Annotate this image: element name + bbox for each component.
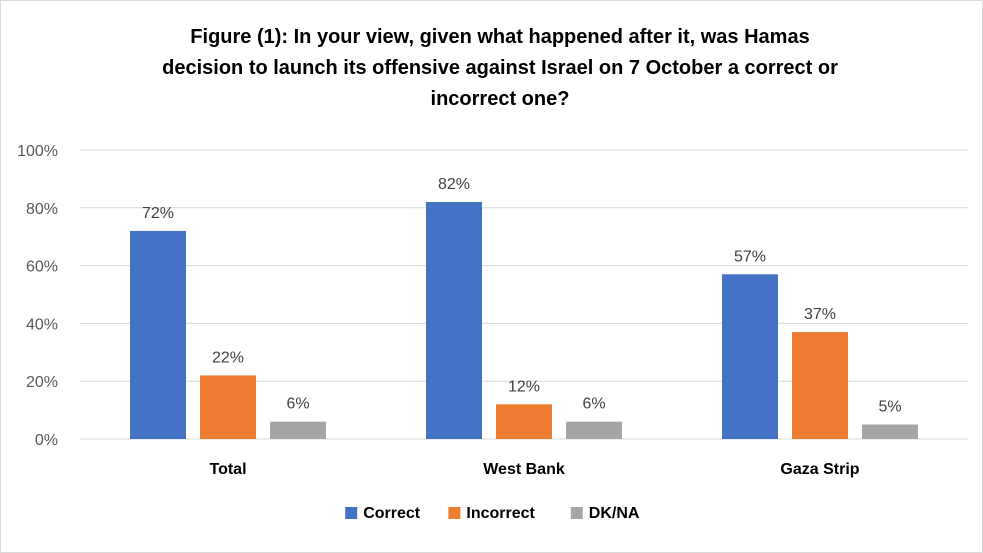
data-label: 82% bbox=[438, 176, 470, 193]
legend-label: Correct bbox=[363, 505, 421, 522]
chart-title-line-2: decision to launch its offensive against… bbox=[162, 57, 838, 79]
data-label: 57% bbox=[734, 248, 766, 265]
bar bbox=[200, 375, 256, 439]
chart-title: Figure (1): In your view, given what hap… bbox=[120, 22, 880, 115]
y-tick-label: 60% bbox=[26, 259, 58, 276]
y-tick-label: 0% bbox=[35, 432, 58, 449]
bar bbox=[130, 230, 186, 439]
y-tick-label: 40% bbox=[26, 316, 58, 333]
y-tick-label: 80% bbox=[26, 201, 58, 218]
bar bbox=[862, 424, 918, 439]
data-label: 22% bbox=[212, 349, 244, 366]
legend-swatch bbox=[570, 507, 583, 519]
chart-title-line-1: Figure (1): In your view, given what hap… bbox=[190, 26, 810, 48]
legend-label: Incorrect bbox=[466, 505, 535, 522]
legend-label: DK/NA bbox=[589, 505, 640, 522]
legend-swatch bbox=[448, 507, 461, 519]
data-label: 12% bbox=[508, 378, 540, 395]
bar bbox=[270, 421, 326, 439]
data-label: 6% bbox=[582, 396, 605, 413]
y-tick-label: 20% bbox=[26, 374, 58, 391]
bar bbox=[722, 274, 778, 439]
data-label: 5% bbox=[878, 399, 901, 416]
data-label: 6% bbox=[286, 396, 309, 413]
category-label: Total bbox=[209, 461, 246, 478]
bar bbox=[792, 332, 848, 439]
data-label: 72% bbox=[142, 205, 174, 222]
category-label: West Bank bbox=[483, 461, 565, 478]
bar bbox=[426, 202, 482, 439]
category-label: Gaza Strip bbox=[780, 461, 859, 478]
y-tick-label: 100% bbox=[17, 143, 58, 160]
bar bbox=[566, 421, 622, 439]
bar bbox=[496, 404, 552, 439]
data-label: 37% bbox=[804, 306, 836, 323]
chart-title-line-3: incorrect one? bbox=[430, 88, 570, 110]
legend-swatch bbox=[345, 507, 358, 519]
